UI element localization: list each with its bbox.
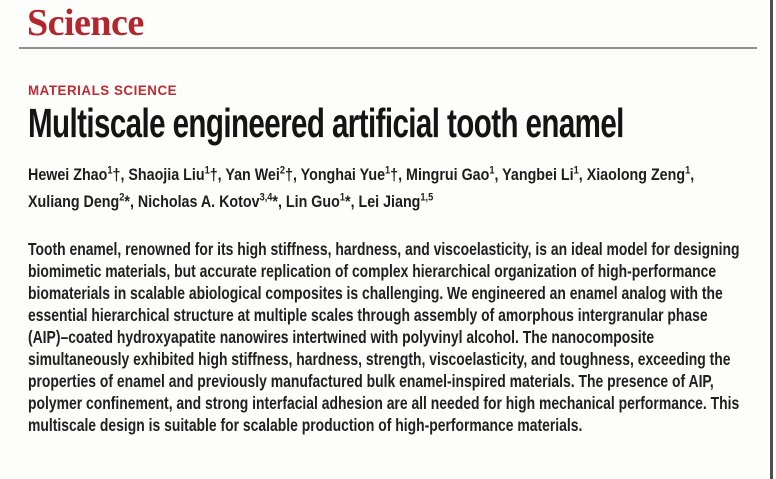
paper-title: Multiscale engineered artificial tooth e… (28, 100, 624, 146)
author: Xiaolong Zeng1, (586, 164, 695, 184)
author-list: Hewei Zhao1†, Shaojia Liu1†, Yan Wei2†, … (28, 161, 694, 215)
author: Yan Wei2†, (225, 164, 301, 184)
author: Lei Jiang1,5 (358, 191, 434, 211)
author: Hewei Zhao1†, (28, 164, 129, 184)
author: Lin Guo1*, (285, 191, 359, 211)
author-line-1: Hewei Zhao1†, Shaojia Liu1†, Yan Wei2†, … (28, 161, 694, 188)
author: Nicholas A. Kotov3,4*, (137, 191, 286, 211)
right-edge-line (770, 0, 773, 479)
header-rule (19, 47, 757, 49)
author: Xuliang Deng2*, (28, 191, 138, 211)
author: Mingrui Gao1, (406, 164, 503, 184)
section-label: MATERIALS SCIENCE (28, 82, 178, 98)
abstract: Tooth enamel, renowned for its high stif… (28, 239, 740, 435)
author: Shaojia Liu1†, (128, 164, 226, 184)
author: Yonghai Yue1†, (300, 164, 407, 184)
author: Yangbei Li1, (502, 164, 587, 184)
journal-logo: Science (27, 2, 144, 44)
author-line-2: Xuliang Deng2*, Nicholas A. Kotov3,4*, L… (28, 188, 694, 215)
